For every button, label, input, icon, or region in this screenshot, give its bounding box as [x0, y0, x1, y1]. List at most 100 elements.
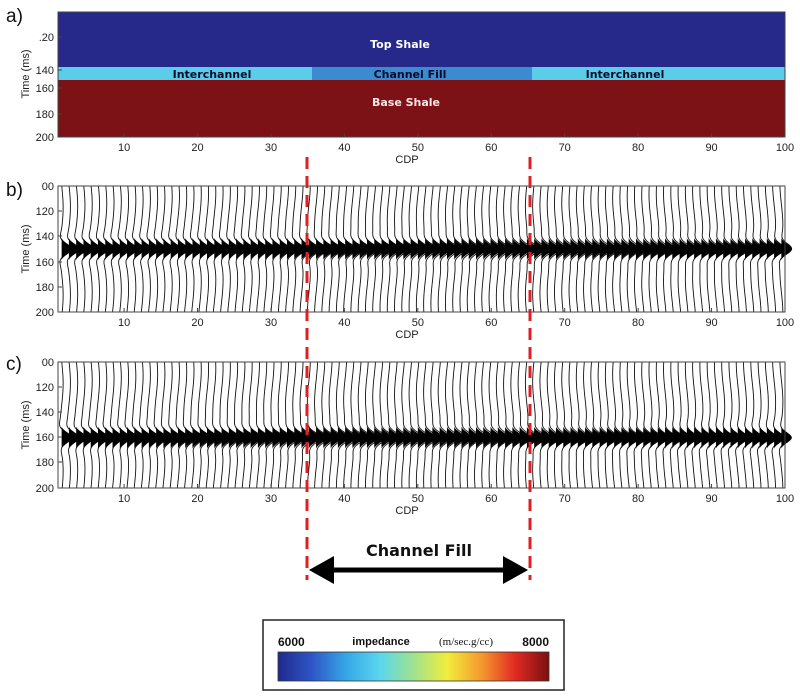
- seismic-trace: [677, 361, 691, 489]
- x-tick-label: 40: [338, 317, 350, 329]
- seismic-trace-fill: [548, 425, 560, 450]
- seismic-trace-fill: [374, 425, 385, 450]
- seismic-trace: [524, 361, 539, 489]
- seismic-trace: [131, 361, 145, 489]
- seismic-trace-fill: [337, 237, 349, 261]
- seismic-c-ticks: 10 20 30 40 50 60 70 80 90 100 00 120 140 160 180 200: [36, 357, 795, 505]
- channel-fill-layer: [312, 67, 532, 80]
- seismic-trace: [357, 361, 373, 489]
- seismic-trace-fill: [781, 425, 792, 450]
- seismic-trace-fill: [461, 425, 472, 450]
- y-tick-label: 140: [36, 407, 54, 419]
- seismic-trace: [546, 361, 561, 489]
- y-tick-label: 120: [36, 382, 54, 394]
- seismic-trace-fill: [483, 237, 494, 261]
- seismic-trace-fill: [105, 425, 116, 450]
- seismic-trace-fill: [497, 425, 509, 450]
- seismic-trace-fill: [534, 237, 545, 261]
- y-tick-label: 180: [36, 457, 54, 469]
- seismic-trace: [713, 361, 727, 489]
- seismic-trace-fill: [345, 237, 356, 261]
- seismic-trace-fill: [505, 425, 516, 450]
- seismic-b-traces: [59, 185, 793, 313]
- seismic-trace-fill: [68, 425, 80, 450]
- seismic-trace: [437, 361, 453, 489]
- seismic-trace: [66, 361, 79, 489]
- seismic-trace-fill: [774, 237, 785, 261]
- seismic-trace-fill: [541, 425, 552, 450]
- seismic-trace-fill: [476, 237, 487, 261]
- seismic-trace-fill: [570, 425, 581, 450]
- seismic-trace: [554, 361, 568, 489]
- seismic-trace-fill: [483, 425, 494, 450]
- seismic-trace: [698, 361, 712, 489]
- seismic-trace: [263, 361, 277, 489]
- seismic-trace-fill: [563, 425, 574, 450]
- seismic-trace-fill: [61, 425, 73, 450]
- seismic-trace-fill: [388, 237, 400, 261]
- seismic-trace-fill: [388, 425, 400, 450]
- seismic-b-frame: [57, 185, 786, 313]
- seismic-trace: [640, 361, 655, 489]
- seismic-trace-fill: [497, 237, 509, 261]
- seismic-trace: [568, 361, 583, 489]
- seismic-trace: [444, 361, 460, 489]
- seismic-trace-fill: [83, 425, 94, 450]
- seismic-trace: [153, 361, 167, 489]
- seismic-trace: [778, 361, 792, 489]
- seismic-trace-fill: [548, 237, 560, 261]
- y-tick-label: 00: [42, 181, 54, 193]
- seismic-trace: [757, 361, 770, 489]
- seismic-trace-fill: [708, 237, 720, 261]
- seismic-trace: [633, 361, 647, 489]
- seismic-trace-fill: [119, 237, 131, 261]
- seismic-c-background: [58, 362, 785, 488]
- seismic-trace: [415, 361, 431, 489]
- y-tick-label: 200: [36, 483, 54, 495]
- model-ticks: 10 20 30 40 50 60 70 80 90 100 .20 140 160 180 200: [36, 32, 795, 154]
- seismic-trace-fill: [694, 425, 705, 450]
- seismic-trace-fill: [403, 237, 414, 261]
- seismic-trace-fill: [614, 237, 625, 261]
- seismic-trace-fill: [316, 237, 327, 261]
- seismic-trace-fill: [679, 237, 691, 261]
- seismic-c-x-axis-label: CDP: [395, 505, 418, 517]
- seismic-trace-fill: [185, 425, 196, 450]
- seismic-trace-fill: [410, 237, 422, 261]
- seismic-trace-fill: [628, 237, 640, 261]
- model-frame: [57, 11, 786, 138]
- seismic-trace-fill: [657, 237, 669, 261]
- seismic-trace-fill: [170, 237, 182, 261]
- x-tick-label: 40: [338, 142, 350, 154]
- seismic-trace-fill: [163, 237, 174, 261]
- model-y-axis-label: Time (ms): [20, 49, 32, 98]
- seismic-trace: [488, 361, 503, 489]
- seismic-trace-fill: [127, 237, 138, 261]
- seismic-trace-fill: [366, 425, 378, 450]
- seismic-trace-fill: [715, 425, 727, 450]
- seismic-c-y-axis-label: Time (ms): [20, 400, 32, 449]
- seismic-trace-fill: [308, 237, 320, 261]
- seismic-trace-fill: [759, 237, 771, 261]
- seismic-trace-fill: [606, 425, 618, 450]
- seismic-trace-fill: [694, 237, 705, 261]
- seismic-trace: [277, 361, 292, 489]
- seismic-trace-fill: [207, 237, 218, 261]
- seismic-trace: [255, 361, 270, 489]
- seismic-trace-fill: [541, 237, 552, 261]
- seismic-trace: [604, 361, 619, 489]
- seismic-trace-fill: [265, 425, 276, 450]
- seismic-trace: [190, 361, 204, 489]
- seismic-trace-fill: [148, 425, 160, 450]
- seismic-trace: [590, 361, 604, 489]
- seismic-trace-fill: [68, 237, 80, 261]
- seismic-trace: [764, 361, 777, 489]
- seismic-trace-fill: [207, 425, 218, 450]
- y-tick-label: 180: [36, 109, 54, 121]
- x-tick-label: 90: [705, 142, 717, 154]
- seismic-trace-fill: [577, 237, 589, 261]
- seismic-trace: [727, 362, 741, 489]
- seismic-trace-fill: [76, 425, 87, 450]
- seismic-trace-fill: [177, 425, 189, 450]
- seismic-trace-fill: [512, 237, 523, 261]
